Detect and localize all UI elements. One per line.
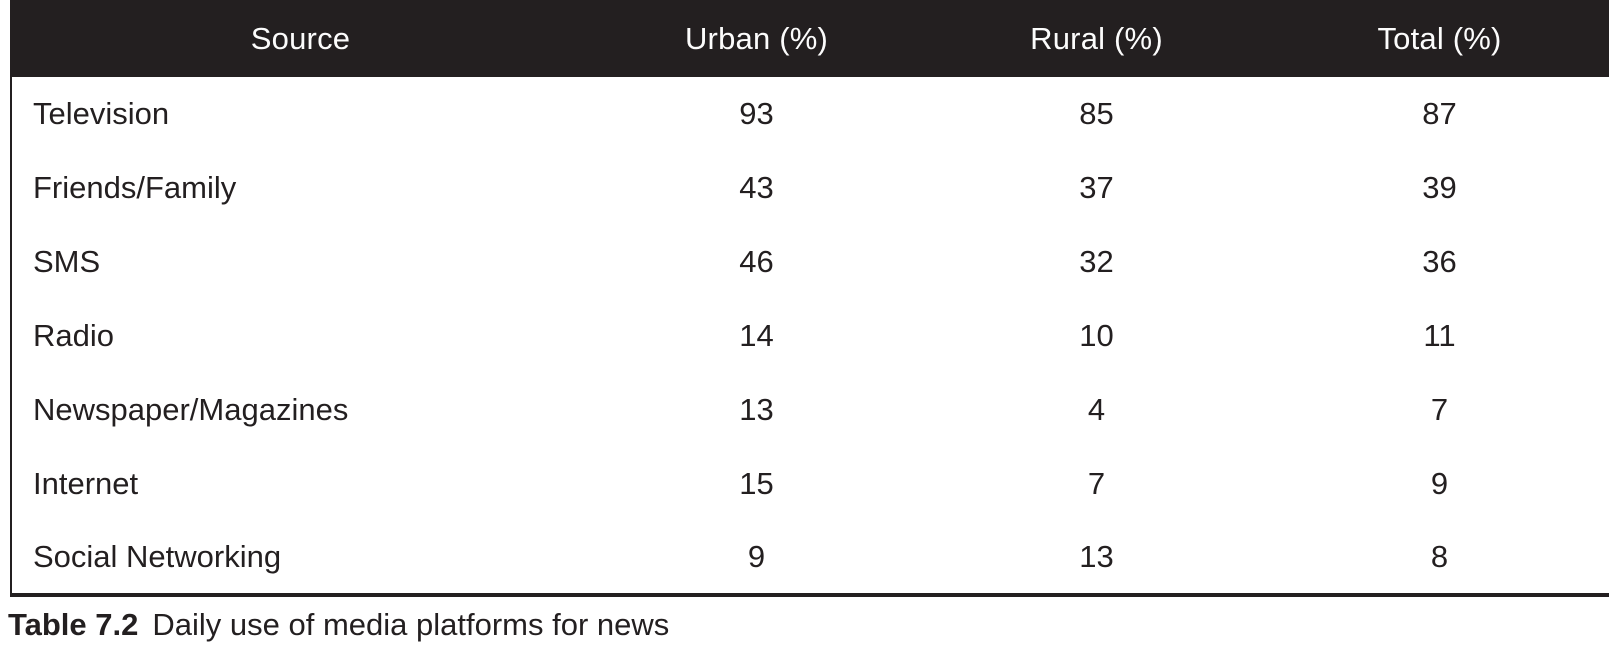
cell-rural: 7 (1087, 466, 1106, 501)
cell-source: Social Networking (33, 539, 282, 574)
cell-source: Internet (33, 466, 139, 501)
cell-urban: 9 (747, 539, 766, 574)
cell-rural: 32 (1079, 244, 1114, 279)
cell-total: 39 (1422, 170, 1457, 205)
table-row: Television 93 85 87 (11, 77, 1609, 151)
cell-total: 9 (1430, 466, 1449, 501)
cell-rural: 13 (1079, 539, 1114, 574)
table-row: SMS 46 32 36 (11, 225, 1609, 299)
cell-source: Friends/Family (33, 170, 237, 205)
cell-urban: 14 (739, 318, 774, 353)
header-cell-total: Total (%) (1377, 20, 1502, 56)
cell-rural: 37 (1079, 170, 1114, 205)
header-cell-urban: Urban (%) (684, 20, 829, 56)
table-caption: Table 7.2 Daily use of media platforms fo… (8, 606, 669, 645)
cell-rural: 4 (1087, 392, 1106, 427)
cell-source: SMS (33, 244, 101, 279)
cell-urban: 13 (739, 392, 774, 427)
cell-rural: 85 (1079, 96, 1114, 131)
cell-total: 36 (1422, 244, 1457, 279)
cell-total: 8 (1430, 539, 1449, 574)
header-row: Source Urban (%) Rural (%) Total (%) (11, 0, 1609, 77)
cell-urban: 15 (739, 466, 774, 501)
media-usage-table: Source Urban (%) Rural (%) Total (%) Tel… (10, 0, 1609, 597)
cell-urban: 46 (739, 244, 774, 279)
table-row: Internet 15 7 9 (11, 447, 1609, 521)
cell-urban: 93 (739, 96, 774, 131)
cell-source: Newspaper/Magazines (33, 392, 349, 427)
page: Source Urban (%) Rural (%) Total (%) Tel… (8, 0, 1609, 642)
table-row: Radio 14 10 11 (11, 299, 1609, 373)
cell-urban: 43 (739, 170, 774, 205)
header-cell-rural: Rural (%) (1030, 20, 1163, 56)
header-cell-source: Source (250, 20, 351, 56)
cell-source: Television (33, 96, 170, 131)
table-row: Newspaper/Magazines 13 4 7 (11, 373, 1609, 447)
table-row: Friends/Family 43 37 39 (11, 151, 1609, 225)
table-row: Social Networking 9 13 8 (11, 521, 1609, 595)
table-caption-number: Table 7.2 (8, 607, 139, 642)
table-caption-text: Daily use of media platforms for news (152, 607, 670, 642)
table-body: Television 93 85 87 Friends/Family 43 37… (11, 77, 1609, 595)
table-header: Source Urban (%) Rural (%) Total (%) (11, 0, 1609, 77)
cell-total: 11 (1423, 318, 1456, 353)
cell-total: 87 (1422, 96, 1457, 131)
cell-rural: 10 (1079, 318, 1114, 353)
cell-total: 7 (1430, 392, 1449, 427)
cell-source: Radio (33, 318, 114, 353)
